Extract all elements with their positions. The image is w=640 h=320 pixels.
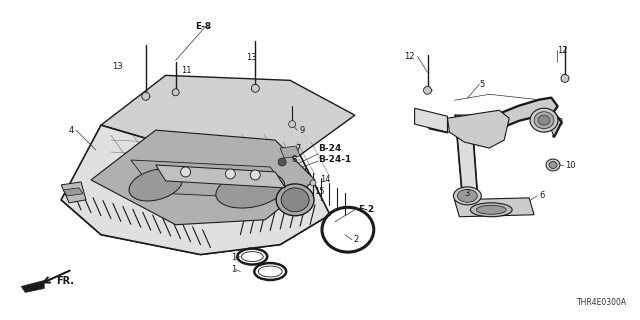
Text: 6: 6	[539, 191, 545, 200]
Text: 2: 2	[354, 235, 359, 244]
Text: 1: 1	[231, 253, 236, 262]
Text: 3: 3	[557, 118, 563, 127]
Text: 8: 8	[291, 156, 296, 164]
Text: 7: 7	[295, 144, 301, 153]
Circle shape	[289, 121, 296, 128]
Circle shape	[310, 180, 316, 186]
Polygon shape	[415, 108, 447, 132]
Text: 4: 4	[69, 126, 74, 135]
Ellipse shape	[458, 189, 477, 202]
Ellipse shape	[470, 203, 512, 217]
Text: 15: 15	[314, 188, 324, 196]
Text: 13: 13	[112, 62, 123, 71]
Text: E-2: E-2	[358, 205, 374, 214]
Text: 5: 5	[479, 80, 484, 89]
Circle shape	[252, 84, 259, 92]
Text: 10: 10	[565, 162, 575, 171]
Circle shape	[225, 169, 236, 179]
Polygon shape	[61, 125, 330, 255]
Ellipse shape	[453, 187, 481, 205]
Circle shape	[424, 86, 431, 94]
Text: 12: 12	[557, 46, 568, 55]
Text: 14: 14	[320, 175, 330, 184]
Polygon shape	[101, 76, 355, 155]
Ellipse shape	[476, 205, 506, 214]
Circle shape	[250, 170, 260, 180]
Text: B-24: B-24	[318, 144, 341, 153]
Ellipse shape	[534, 112, 554, 129]
Polygon shape	[63, 188, 83, 196]
Polygon shape	[61, 200, 330, 255]
Text: 13: 13	[246, 53, 257, 62]
Text: 9: 9	[299, 126, 305, 135]
Polygon shape	[21, 280, 44, 292]
Text: 12: 12	[404, 52, 415, 61]
Polygon shape	[456, 115, 477, 195]
Ellipse shape	[281, 188, 309, 212]
Ellipse shape	[129, 169, 182, 201]
Circle shape	[180, 167, 191, 177]
Ellipse shape	[530, 108, 558, 132]
Polygon shape	[131, 160, 295, 200]
Text: 1: 1	[231, 265, 236, 274]
Polygon shape	[156, 165, 285, 188]
Text: B-24-1: B-24-1	[318, 156, 351, 164]
Text: 3: 3	[465, 189, 470, 198]
Text: E-8: E-8	[196, 22, 212, 31]
Polygon shape	[61, 182, 86, 203]
Text: 11: 11	[180, 66, 191, 75]
Circle shape	[172, 89, 179, 96]
Ellipse shape	[546, 159, 560, 171]
Polygon shape	[280, 146, 300, 158]
Polygon shape	[499, 98, 561, 136]
Circle shape	[561, 74, 569, 82]
Text: FR.: FR.	[56, 276, 74, 286]
Ellipse shape	[538, 115, 550, 125]
Circle shape	[142, 92, 150, 100]
Polygon shape	[454, 198, 534, 217]
Ellipse shape	[549, 162, 557, 168]
Polygon shape	[447, 110, 509, 148]
Ellipse shape	[276, 184, 314, 216]
Text: THR4E0300A: THR4E0300A	[577, 298, 627, 307]
Circle shape	[278, 158, 286, 166]
Polygon shape	[91, 130, 315, 225]
Ellipse shape	[216, 172, 285, 208]
